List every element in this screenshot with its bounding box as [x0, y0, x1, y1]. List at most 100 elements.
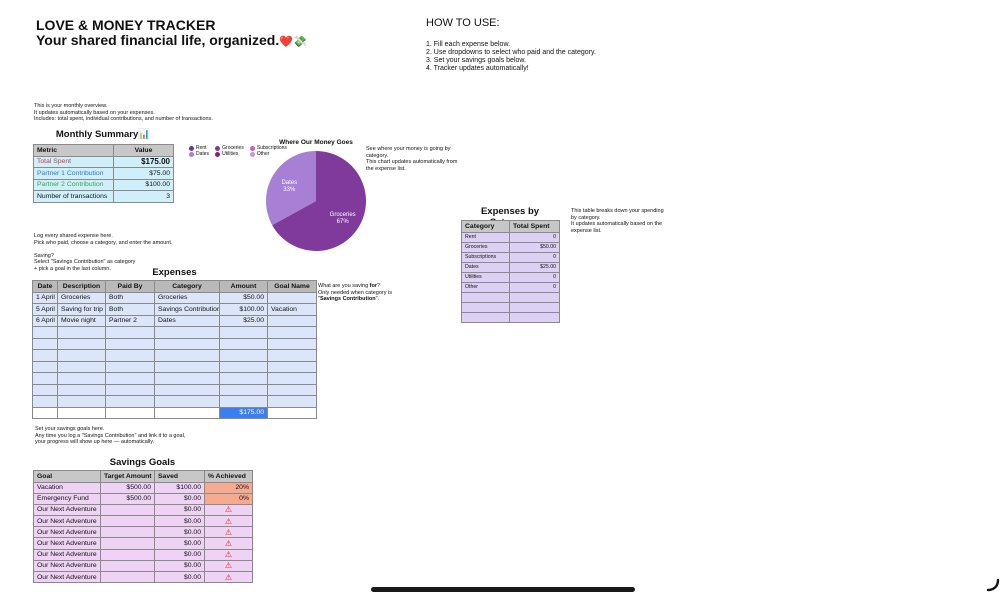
category-name[interactable]: Groceries [461, 241, 510, 253]
goal-saved[interactable]: $0.00 [154, 559, 205, 573]
expense-category[interactable]: Groceries [154, 291, 220, 304]
empty-cell[interactable] [219, 383, 268, 396]
summary-metric[interactable]: Partner 1 Contribution [33, 167, 114, 180]
empty-cell[interactable] [267, 326, 317, 339]
empty-cell[interactable] [57, 395, 106, 408]
empty-cell[interactable] [154, 406, 220, 419]
expense-date[interactable]: 5 April [32, 303, 58, 316]
summary-metric[interactable]: Total Spent [33, 155, 114, 168]
warning-icon[interactable]: ⚠ [204, 515, 253, 528]
empty-cell[interactable] [509, 301, 560, 313]
goal-target[interactable] [100, 515, 155, 528]
empty-cell[interactable] [105, 383, 155, 396]
empty-cell[interactable] [57, 383, 106, 396]
category-name[interactable]: Subscriptions [461, 251, 510, 263]
empty-cell[interactable] [57, 326, 106, 339]
goal-saved[interactable]: $0.00 [154, 492, 205, 505]
summary-value[interactable]: 3 [113, 190, 174, 203]
empty-cell[interactable] [154, 337, 220, 350]
summary-metric[interactable]: Partner 2 Contribution [33, 178, 114, 191]
goal-saved[interactable]: $100.00 [154, 481, 205, 494]
summary-metric[interactable]: Number of transactions [33, 190, 114, 203]
empty-cell[interactable] [32, 383, 58, 396]
expense-description[interactable]: Groceries [57, 291, 106, 304]
category-name[interactable]: Utilities [461, 271, 510, 283]
empty-cell[interactable] [105, 360, 155, 373]
empty-cell[interactable] [154, 349, 220, 362]
empty-cell[interactable] [219, 360, 268, 373]
goal-name[interactable]: Vacation [33, 481, 101, 494]
expense-amount[interactable]: $100.00 [219, 303, 268, 316]
empty-cell[interactable] [57, 349, 106, 362]
goal-target[interactable]: $500.00 [100, 492, 155, 505]
summary-value[interactable]: $175.00 [113, 155, 174, 168]
goal-target[interactable] [100, 559, 155, 573]
empty-cell[interactable] [154, 326, 220, 339]
goal-name[interactable]: Our Next Adventure [33, 559, 101, 573]
empty-cell[interactable] [509, 311, 560, 323]
goal-name[interactable]: Emergency Fund [33, 492, 101, 505]
empty-cell[interactable] [57, 360, 106, 373]
empty-cell[interactable] [267, 360, 317, 373]
category-name[interactable]: Rent [461, 231, 510, 243]
category-total[interactable]: 0 [509, 251, 560, 263]
empty-cell[interactable] [57, 406, 106, 419]
empty-cell[interactable] [267, 349, 317, 362]
horizontal-scrollbar[interactable] [371, 587, 635, 592]
empty-cell[interactable] [105, 395, 155, 408]
category-name[interactable]: Other [461, 281, 510, 293]
empty-cell[interactable] [219, 337, 268, 350]
warning-icon[interactable]: ⚠ [204, 503, 253, 517]
empty-cell[interactable] [32, 372, 58, 385]
goal-name[interactable]: Our Next Adventure [33, 503, 101, 517]
empty-cell[interactable] [267, 406, 317, 419]
expenses-total[interactable]: $175.00 [219, 406, 268, 419]
expense-goal[interactable] [267, 291, 317, 304]
category-total[interactable]: $25.00 [509, 261, 560, 273]
empty-cell[interactable] [32, 349, 58, 362]
empty-cell[interactable] [461, 291, 510, 303]
category-total[interactable]: 0 [509, 231, 560, 243]
empty-cell[interactable] [32, 337, 58, 350]
goal-achieved[interactable]: 20% [204, 481, 253, 494]
empty-cell[interactable] [105, 326, 155, 339]
warning-icon[interactable]: ⚠ [204, 570, 253, 584]
goal-saved[interactable]: $0.00 [154, 548, 205, 561]
goal-name[interactable]: Our Next Adventure [33, 570, 101, 584]
goal-saved[interactable]: $0.00 [154, 515, 205, 528]
empty-cell[interactable] [154, 395, 220, 408]
category-name[interactable]: Dates [461, 261, 510, 273]
goal-target[interactable] [100, 537, 155, 550]
category-total[interactable]: 0 [509, 271, 560, 283]
empty-cell[interactable] [105, 337, 155, 350]
empty-cell[interactable] [57, 337, 106, 350]
goal-target[interactable] [100, 548, 155, 561]
empty-cell[interactable] [32, 406, 58, 419]
summary-value[interactable]: $75.00 [113, 167, 174, 180]
goal-saved[interactable]: $0.00 [154, 503, 205, 517]
empty-cell[interactable] [154, 360, 220, 373]
expense-description[interactable]: Movie night [57, 314, 106, 327]
empty-cell[interactable] [105, 349, 155, 362]
goal-target[interactable] [100, 526, 155, 539]
expense-paid-by[interactable]: Partner 2 [105, 314, 155, 327]
expense-paid-by[interactable]: Both [105, 291, 155, 304]
goal-name[interactable]: Our Next Adventure [33, 537, 101, 550]
empty-cell[interactable] [461, 311, 510, 323]
expense-goal[interactable]: Vacation [267, 303, 317, 316]
empty-cell[interactable] [105, 372, 155, 385]
empty-cell[interactable] [154, 383, 220, 396]
category-total[interactable]: 0 [509, 281, 560, 293]
empty-cell[interactable] [219, 349, 268, 362]
expense-date[interactable]: 1 April [32, 291, 58, 304]
empty-cell[interactable] [267, 383, 317, 396]
corner-curl-icon[interactable] [986, 578, 1000, 592]
empty-cell[interactable] [57, 372, 106, 385]
empty-cell[interactable] [32, 395, 58, 408]
empty-cell[interactable] [267, 372, 317, 385]
empty-cell[interactable] [32, 326, 58, 339]
goal-name[interactable]: Our Next Adventure [33, 515, 101, 528]
goal-target[interactable] [100, 503, 155, 517]
warning-icon[interactable]: ⚠ [204, 559, 253, 573]
